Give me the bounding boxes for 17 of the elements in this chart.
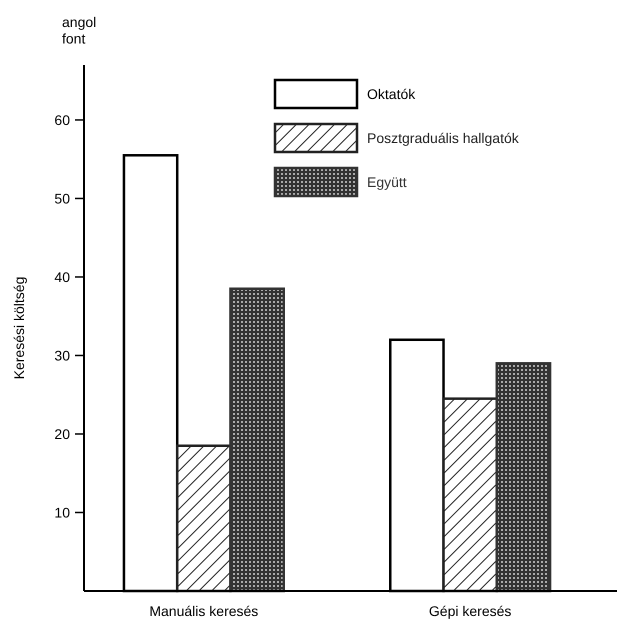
text: Posztgraduális hallgatók [367,130,520,146]
y-tick-label: 60 [54,112,70,128]
text: Együtt [367,174,407,190]
bar [496,362,552,592]
y-axis-title: Keresési költség [11,276,27,380]
y-tick-label: 10 [54,504,70,520]
bar [442,397,498,592]
y-tick-label: 30 [54,347,70,364]
y-tick-label: 40 [54,268,70,285]
bar [229,287,285,592]
x-tick-label: Gépi keresés [428,603,512,619]
text: angol font [62,14,96,46]
text: Oktatók [367,86,416,102]
bar [176,444,232,592]
x-tick-label: Manuális keresés [149,603,258,619]
y-tick-label: 50 [54,190,70,206]
y-tick-label: 20 [54,426,70,442]
